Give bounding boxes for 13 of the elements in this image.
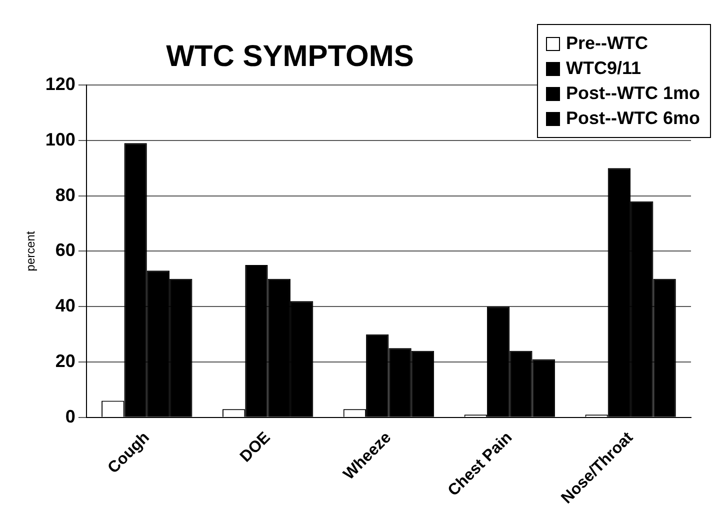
y-tick-label: 120 [45, 74, 76, 94]
y-tick-label: 60 [55, 240, 76, 260]
legend-label: Post--WTC 6mo [566, 108, 700, 129]
y-tick-label: 20 [55, 350, 76, 371]
legend-label: Post--WTC 1mo [566, 83, 700, 104]
chart-title: WTC SYMPTOMS [165, 40, 415, 74]
legend-label: Pre--WTC [566, 33, 648, 54]
y-tick-label: 0 [65, 406, 76, 426]
legend-label: WTC9/11 [566, 58, 642, 79]
y-tick-label: 100 [45, 129, 76, 150]
y-tick-label: 40 [55, 296, 76, 316]
y-axis-title: percent [24, 230, 38, 272]
y-tick-label: 80 [55, 184, 76, 205]
